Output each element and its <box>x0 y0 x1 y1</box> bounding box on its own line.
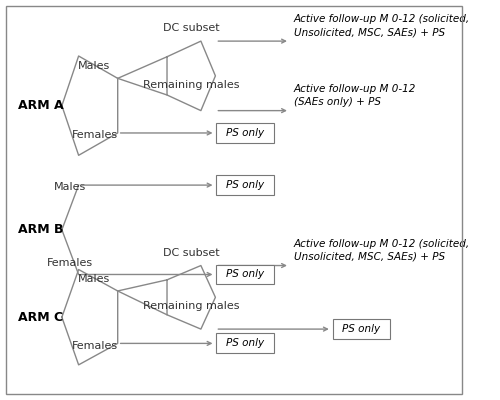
Text: Females: Females <box>72 130 118 140</box>
FancyBboxPatch shape <box>216 334 274 353</box>
Text: Active follow-up M 0-12 (solicited,
Unsolicited, MSC, SAEs) + PS: Active follow-up M 0-12 (solicited, Unso… <box>294 239 470 262</box>
Text: Males: Males <box>54 182 86 192</box>
FancyBboxPatch shape <box>216 123 274 143</box>
Text: Females: Females <box>72 340 118 350</box>
Text: PS only: PS only <box>226 270 264 280</box>
FancyBboxPatch shape <box>216 264 274 284</box>
Text: Males: Males <box>78 274 110 284</box>
Text: PS only: PS only <box>226 128 264 138</box>
Text: Females: Females <box>47 258 94 268</box>
Text: PS only: PS only <box>226 180 264 190</box>
Text: Remaining males: Remaining males <box>143 301 240 311</box>
FancyBboxPatch shape <box>332 319 390 339</box>
Text: PS only: PS only <box>226 338 264 348</box>
Text: ARM A: ARM A <box>18 99 64 112</box>
Text: Active follow-up M 0-12 (solicited,
Unsolicited, MSC, SAEs) + PS: Active follow-up M 0-12 (solicited, Unso… <box>294 14 470 37</box>
Text: ARM B: ARM B <box>18 223 64 236</box>
Text: DC subset: DC subset <box>163 23 220 33</box>
Text: DC subset: DC subset <box>163 248 220 258</box>
Text: PS only: PS only <box>342 324 380 334</box>
Text: Males: Males <box>78 61 110 71</box>
Text: Remaining males: Remaining males <box>143 80 240 90</box>
FancyBboxPatch shape <box>216 175 274 195</box>
Text: Active follow-up M 0-12
(SAEs only) + PS: Active follow-up M 0-12 (SAEs only) + PS <box>294 84 416 107</box>
Text: ARM C: ARM C <box>18 311 64 324</box>
